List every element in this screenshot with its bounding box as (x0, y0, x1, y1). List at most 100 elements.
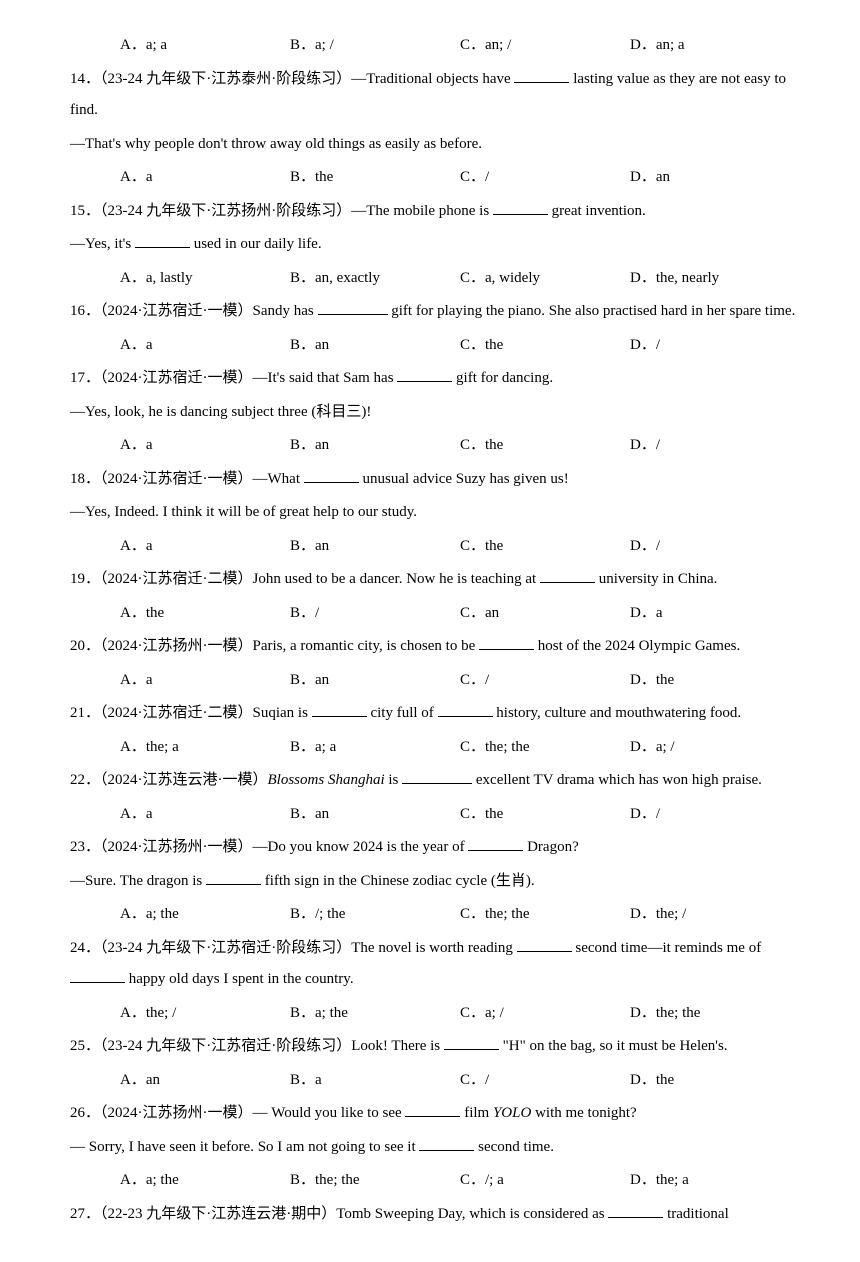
option-d: D．/ (630, 330, 800, 362)
question-26-options: A．a; the B．the; the C．/; a D．the; a (70, 1165, 800, 1197)
option-a: A．an (120, 1065, 290, 1097)
question-15-line2: —Yes, it's used in our daily life. (70, 229, 800, 261)
option-d: D．an; a (630, 30, 800, 62)
question-text: host of the 2024 Olympic Games. (534, 638, 740, 654)
question-27: 27．（22-23 九年级下·江苏连云港·期中）Tomb Sweeping Da… (70, 1199, 800, 1231)
option-c: C．the (460, 799, 630, 831)
italic-title: Blossoms Shanghai (268, 772, 385, 788)
question-source: （2024·江苏宿迁·二模） (100, 705, 253, 721)
blank (479, 636, 534, 650)
option-c: C．/ (460, 1065, 630, 1097)
question-number: 20． (70, 638, 100, 654)
blank (438, 703, 493, 717)
question-22-options: A．a B．an C．the D．/ (70, 799, 800, 831)
blank (540, 569, 595, 583)
question-source: （2024·江苏宿迁·二模） (100, 571, 253, 587)
question-17: 17．（2024·江苏宿迁·一模）—It's said that Sam has… (70, 363, 800, 395)
question-26: 26．（2024·江苏扬州·一模）— Would you like to see… (70, 1098, 800, 1130)
option-c: C．/ (460, 665, 630, 697)
question-24: 24．（23-24 九年级下·江苏宿迁·阶段练习）The novel is wo… (70, 933, 800, 996)
question-21: 21．（2024·江苏宿迁·二模）Suqian is city full of … (70, 698, 800, 730)
question-number: 14． (70, 71, 100, 87)
question-source: （2024·江苏扬州·一模） (100, 839, 253, 855)
question-number: 21． (70, 705, 100, 721)
option-b: B．an (290, 531, 460, 563)
option-c: C．an (460, 598, 630, 630)
option-c: C．the (460, 531, 630, 563)
option-a: A．a (120, 162, 290, 194)
question-23-options: A．a; the B．/; the C．the; the D．the; / (70, 899, 800, 931)
question-20: 20．（2024·江苏扬州·一模）Paris, a romantic city,… (70, 631, 800, 663)
question-source: （2024·江苏扬州·一模） (100, 638, 253, 654)
question-source: （23-24 九年级下·江苏宿迁·阶段练习） (100, 940, 351, 956)
question-text: Suqian is (253, 705, 312, 721)
question-number: 27． (70, 1206, 100, 1222)
option-d: D．a; / (630, 732, 800, 764)
option-b: B．an, exactly (290, 263, 460, 295)
option-c: C．the; the (460, 899, 630, 931)
question-25-options: A．an B．a C．/ D．the (70, 1065, 800, 1097)
option-a: A．a; the (120, 1165, 290, 1197)
option-b: B．a (290, 1065, 460, 1097)
question-text: university in China. (595, 571, 718, 587)
option-c: C．/ (460, 162, 630, 194)
option-a: A．a; a (120, 30, 290, 62)
question-20-options: A．a B．an C．/ D．the (70, 665, 800, 697)
question-22: 22．（2024·江苏连云港·一模）Blossoms Shanghai is e… (70, 765, 800, 797)
option-a: A．a; the (120, 899, 290, 931)
option-b: B．an (290, 799, 460, 831)
question-text: is (385, 772, 403, 788)
blank (70, 969, 125, 983)
question-number: 25． (70, 1038, 100, 1054)
option-a: A．a (120, 665, 290, 697)
question-number: 22． (70, 772, 100, 788)
option-c: C．a; / (460, 998, 630, 1030)
blank (312, 703, 367, 717)
question-text: gift for playing the piano. She also pra… (388, 303, 796, 319)
question-25: 25．（23-24 九年级下·江苏宿迁·阶段练习）Look! There is … (70, 1031, 800, 1063)
option-d: D．an (630, 162, 800, 194)
question-text: traditional (663, 1206, 728, 1222)
option-b: B．an (290, 665, 460, 697)
option-d: D．/ (630, 430, 800, 462)
question-text: happy old days I spent in the country. (125, 971, 354, 987)
question-19-options: A．the B．/ C．an D．a (70, 598, 800, 630)
question-text: unusual advice Suzy has given us! (359, 471, 569, 487)
option-d: D．the (630, 1065, 800, 1097)
question-19: 19．（2024·江苏宿迁·二模）John used to be a dance… (70, 564, 800, 596)
question-text: —The mobile phone is (351, 203, 493, 219)
question-17-options: A．a B．an C．the D．/ (70, 430, 800, 462)
option-b: B．/ (290, 598, 460, 630)
question-text: Sandy has (253, 303, 318, 319)
question-14-options: A．a B．the C．/ D．an (70, 162, 800, 194)
question-source: （2024·江苏宿迁·一模） (100, 370, 253, 386)
question-21-options: A．the; a B．a; a C．the; the D．a; / (70, 732, 800, 764)
question-number: 26． (70, 1105, 100, 1121)
question-text: Paris, a romantic city, is chosen to be (253, 638, 479, 654)
option-c: C．a, widely (460, 263, 630, 295)
option-b: B．the; the (290, 1165, 460, 1197)
option-a: A．the; / (120, 998, 290, 1030)
question-text: — Would you like to see (253, 1105, 406, 1121)
blank (304, 469, 359, 483)
option-d: D．a (630, 598, 800, 630)
option-d: D．the; the (630, 998, 800, 1030)
question-24-options: A．the; / B．a; the C．a; / D．the; the (70, 998, 800, 1030)
question-source: （22-23 九年级下·江苏连云港·期中） (100, 1206, 336, 1222)
question-text: —Traditional objects have (351, 71, 514, 87)
question-number: 17． (70, 370, 100, 386)
question-text: with me tonight? (531, 1105, 636, 1121)
question-text: Dragon? (523, 839, 578, 855)
question-18: 18．（2024·江苏宿迁·一模）—What unusual advice Su… (70, 464, 800, 496)
blank (517, 938, 572, 952)
question-source: （2024·江苏扬州·一模） (100, 1105, 253, 1121)
question-15: 15．（23-24 九年级下·江苏扬州·阶段练习）—The mobile pho… (70, 196, 800, 228)
question-source: （23-24 九年级下·江苏扬州·阶段练习） (100, 203, 351, 219)
option-b: B．the (290, 162, 460, 194)
question-text: excellent TV drama which has won high pr… (472, 772, 762, 788)
question-15-options: A．a, lastly B．an, exactly C．a, widely D．… (70, 263, 800, 295)
option-b: B．an (290, 430, 460, 462)
blank (318, 301, 388, 315)
option-a: A．a (120, 799, 290, 831)
question-23: 23．（2024·江苏扬州·一模）—Do you know 2024 is th… (70, 832, 800, 864)
